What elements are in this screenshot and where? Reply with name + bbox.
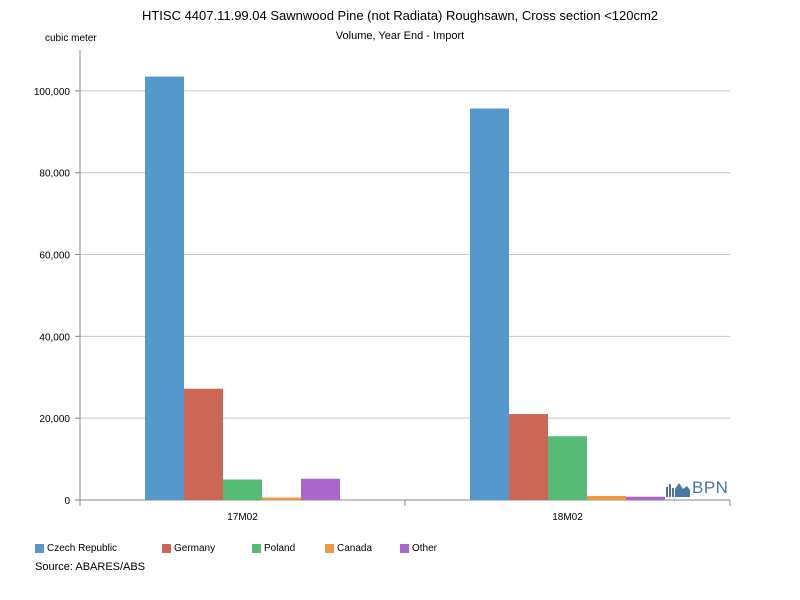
legend-label: Czech Republic <box>47 542 118 554</box>
source-note: Source: ABARES/ABS <box>35 561 146 573</box>
y-tick-label: 60,000 <box>39 251 70 262</box>
bar-germany <box>509 414 548 500</box>
bar-other <box>301 478 340 500</box>
x-tick-label: 18M02 <box>552 512 583 523</box>
bar-czech-republic <box>470 108 509 500</box>
y-tick-label: 20,000 <box>39 414 70 425</box>
watermark: BPN <box>666 478 728 498</box>
bar-czech-republic <box>145 76 184 500</box>
chart-title: HTISC 4407.11.99.04 Sawnwood Pine (not R… <box>141 8 659 23</box>
legend-item[interactable]: Canada <box>325 540 372 556</box>
legend-item[interactable]: Czech Republic <box>35 540 117 556</box>
legend-label: Poland <box>264 542 296 554</box>
y-tick-label: 40,000 <box>39 332 70 343</box>
y-tick-label: 80,000 <box>39 169 70 180</box>
legend-label: Germany <box>174 542 216 554</box>
legend-swatch <box>400 543 409 553</box>
watermark-text: BPN <box>692 478 729 497</box>
legend-swatch <box>162 543 171 553</box>
legend-label: Canada <box>337 542 373 554</box>
bar-germany <box>184 388 223 500</box>
bar-other <box>626 496 665 500</box>
legend-swatch <box>35 543 44 553</box>
x-tick-label: 17M02 <box>227 512 258 523</box>
legend-item[interactable]: Germany <box>162 540 215 556</box>
y-tick-label: 0 <box>64 496 70 507</box>
bar-poland <box>548 436 587 500</box>
legend-item[interactable]: Poland <box>252 540 295 556</box>
legend: Czech Republic Germany Poland Canada Other <box>35 540 795 556</box>
y-axis-label: cubic meter <box>45 33 97 44</box>
legend-item[interactable]: Other <box>400 540 437 556</box>
bpn-logo-icon <box>666 483 690 497</box>
bar-poland <box>223 479 262 500</box>
bar-canada <box>587 495 626 500</box>
legend-swatch <box>325 543 334 553</box>
legend-swatch <box>252 543 261 553</box>
legend-label: Other <box>412 542 438 554</box>
y-tick-label: 100,000 <box>34 87 71 98</box>
chart-subtitle: Volume, Year End - Import <box>335 30 465 42</box>
bar-canada <box>262 497 301 500</box>
